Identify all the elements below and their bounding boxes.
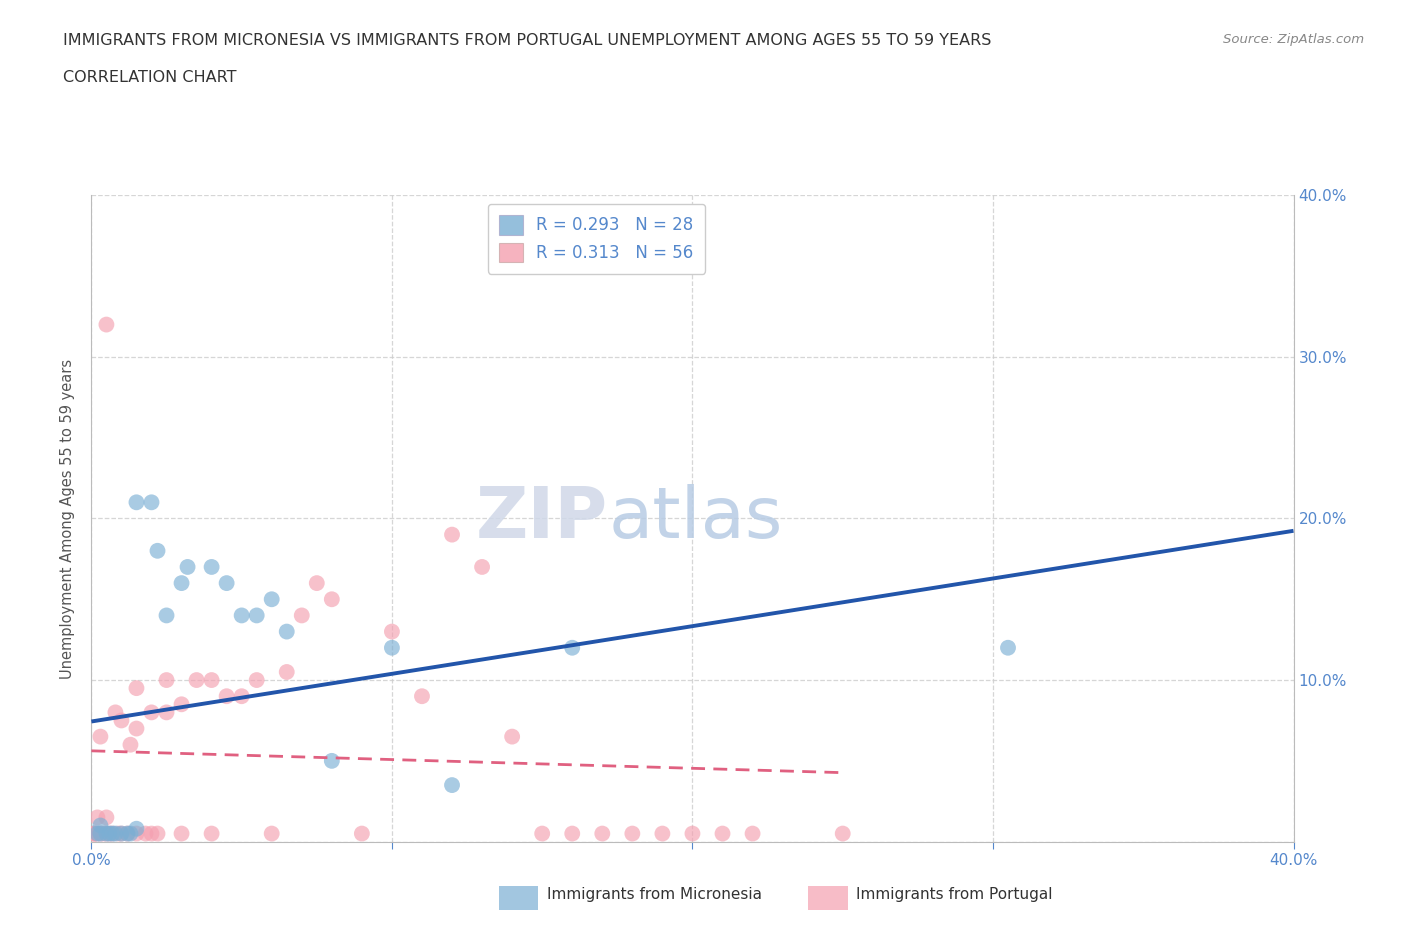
Point xyxy=(93,826,115,841)
Point xyxy=(321,753,343,768)
Point xyxy=(96,317,118,332)
Text: IMMIGRANTS FROM MICRONESIA VS IMMIGRANTS FROM PORTUGAL UNEMPLOYMENT AMONG AGES 5: IMMIGRANTS FROM MICRONESIA VS IMMIGRANTS… xyxy=(63,33,991,47)
Point xyxy=(831,826,853,841)
Point xyxy=(125,821,148,836)
Point xyxy=(120,826,142,841)
Point xyxy=(141,826,163,841)
Point xyxy=(110,826,132,841)
Point xyxy=(186,672,208,687)
Point xyxy=(104,826,127,841)
Point xyxy=(125,495,148,510)
Point xyxy=(215,576,238,591)
Point xyxy=(561,641,583,656)
Point xyxy=(215,689,238,704)
Point xyxy=(101,826,124,841)
Point xyxy=(260,826,283,841)
Point xyxy=(741,826,763,841)
Point xyxy=(381,641,404,656)
Point xyxy=(96,810,118,825)
Point xyxy=(291,608,314,623)
Point xyxy=(501,729,523,744)
Point xyxy=(146,543,169,558)
Point xyxy=(621,826,644,841)
Point xyxy=(110,713,132,728)
Text: atlas: atlas xyxy=(609,484,783,553)
Point xyxy=(276,624,298,639)
Point xyxy=(170,697,193,711)
Text: Immigrants from Portugal: Immigrants from Portugal xyxy=(856,887,1053,902)
Point xyxy=(89,826,111,841)
Point xyxy=(176,560,198,575)
Point xyxy=(83,826,105,841)
Point xyxy=(117,826,139,841)
Point xyxy=(146,826,169,841)
Point xyxy=(155,705,177,720)
Point xyxy=(231,689,253,704)
Point xyxy=(120,737,142,752)
Point xyxy=(201,560,224,575)
Point xyxy=(321,591,343,606)
Point xyxy=(170,576,193,591)
Text: CORRELATION CHART: CORRELATION CHART xyxy=(63,70,236,85)
Text: ZIP: ZIP xyxy=(477,484,609,553)
Point xyxy=(89,818,111,833)
Point xyxy=(561,826,583,841)
Point xyxy=(83,826,105,841)
Point xyxy=(231,608,253,623)
Y-axis label: Unemployment Among Ages 55 to 59 years: Unemployment Among Ages 55 to 59 years xyxy=(60,358,76,679)
Point xyxy=(381,624,404,639)
Point xyxy=(89,729,111,744)
Point xyxy=(711,826,734,841)
Point xyxy=(83,826,105,841)
Point xyxy=(125,681,148,696)
Point xyxy=(681,826,703,841)
Point xyxy=(305,576,328,591)
Text: Source: ZipAtlas.com: Source: ZipAtlas.com xyxy=(1223,33,1364,46)
Point xyxy=(134,826,156,841)
Point xyxy=(86,810,108,825)
Point xyxy=(155,608,177,623)
Point xyxy=(101,826,124,841)
Point xyxy=(201,826,224,841)
Point xyxy=(155,672,177,687)
Point xyxy=(170,826,193,841)
Point xyxy=(997,641,1019,656)
Point xyxy=(110,826,132,841)
Point xyxy=(125,826,148,841)
Point xyxy=(411,689,433,704)
Point xyxy=(440,777,463,792)
Point xyxy=(98,826,121,841)
Point xyxy=(141,705,163,720)
Point xyxy=(246,672,269,687)
Point xyxy=(141,495,163,510)
Point xyxy=(107,826,129,841)
Legend: R = 0.293   N = 28, R = 0.313   N = 56: R = 0.293 N = 28, R = 0.313 N = 56 xyxy=(488,204,704,273)
Point xyxy=(125,721,148,736)
Point xyxy=(89,826,111,841)
Point xyxy=(201,672,224,687)
Point xyxy=(350,826,373,841)
Point xyxy=(117,826,139,841)
Point xyxy=(531,826,554,841)
Point xyxy=(260,591,283,606)
Point xyxy=(246,608,269,623)
Point xyxy=(591,826,613,841)
Text: Immigrants from Micronesia: Immigrants from Micronesia xyxy=(547,887,762,902)
Point xyxy=(96,826,118,841)
Point xyxy=(104,705,127,720)
Point xyxy=(98,826,121,841)
Point xyxy=(471,560,494,575)
Point xyxy=(651,826,673,841)
Point xyxy=(96,826,118,841)
Point xyxy=(440,527,463,542)
Point xyxy=(276,665,298,680)
Point xyxy=(86,826,108,841)
Point xyxy=(86,826,108,841)
